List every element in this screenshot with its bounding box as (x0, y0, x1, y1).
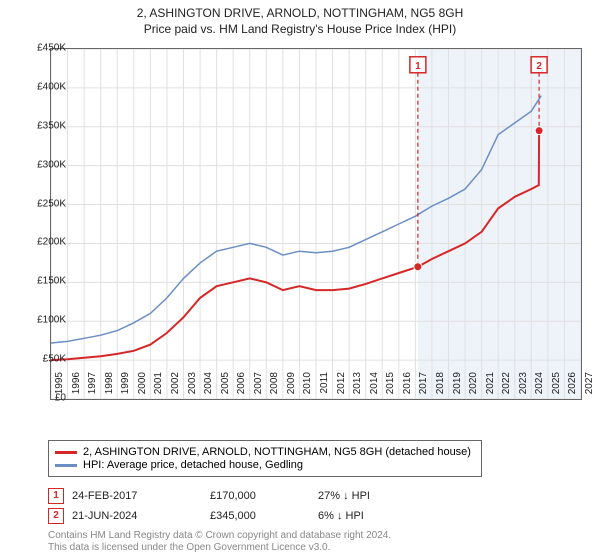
y-tick-label: £350K (16, 120, 66, 131)
title-block: 2, ASHINGTON DRIVE, ARNOLD, NOTTINGHAM, … (0, 0, 600, 36)
x-tick-label: 2013 (352, 372, 363, 402)
x-tick-label: 2022 (501, 372, 512, 402)
markers-layer: 12 (51, 49, 581, 399)
sale-marker-icon: 2 (48, 508, 64, 524)
svg-text:2: 2 (536, 61, 542, 72)
x-tick-label: 2015 (385, 372, 396, 402)
sale-date: 24-FEB-2017 (72, 490, 202, 502)
x-tick-label: 2004 (203, 372, 214, 402)
x-tick-label: 2017 (418, 372, 429, 402)
sale-date: 21-JUN-2024 (72, 510, 202, 522)
x-tick-label: 1998 (104, 372, 115, 402)
x-tick-label: 2003 (187, 372, 198, 402)
y-tick-label: £400K (16, 81, 66, 92)
x-tick-label: 2023 (518, 372, 529, 402)
x-tick-label: 2016 (402, 372, 413, 402)
chart-container: 2, ASHINGTON DRIVE, ARNOLD, NOTTINGHAM, … (0, 0, 600, 560)
legend-label: HPI: Average price, detached house, Gedl… (83, 459, 303, 471)
legend-swatch (55, 451, 77, 454)
x-tick-label: 2008 (269, 372, 280, 402)
footer-line: This data is licensed under the Open Gov… (48, 542, 391, 554)
x-tick-label: 2027 (584, 372, 595, 402)
y-tick-label: £50K (16, 354, 66, 365)
x-tick-label: 2025 (551, 372, 562, 402)
x-tick-label: 2018 (435, 372, 446, 402)
legend-item: HPI: Average price, detached house, Gedl… (55, 459, 475, 471)
x-tick-label: 1995 (54, 372, 65, 402)
x-tick-label: 2024 (534, 372, 545, 402)
x-tick-label: 2021 (485, 372, 496, 402)
legend: 2, ASHINGTON DRIVE, ARNOLD, NOTTINGHAM, … (48, 440, 482, 477)
y-tick-label: £250K (16, 198, 66, 209)
y-tick-label: £150K (16, 276, 66, 287)
x-tick-label: 2020 (468, 372, 479, 402)
sale-hpi-diff: 6% ↓ HPI (318, 510, 418, 522)
x-tick-label: 2012 (336, 372, 347, 402)
y-tick-label: £200K (16, 237, 66, 248)
sale-price: £170,000 (210, 490, 310, 502)
x-tick-label: 2014 (369, 372, 380, 402)
table-row: 1 24-FEB-2017 £170,000 27% ↓ HPI (48, 488, 418, 504)
x-tick-label: 2005 (220, 372, 231, 402)
footer-attribution: Contains HM Land Registry data © Crown c… (48, 530, 391, 554)
chart-plot-area: 12 (50, 48, 582, 400)
x-tick-label: 2001 (153, 372, 164, 402)
legend-label: 2, ASHINGTON DRIVE, ARNOLD, NOTTINGHAM, … (83, 446, 471, 458)
x-tick-label: 2026 (567, 372, 578, 402)
x-tick-label: 2000 (137, 372, 148, 402)
x-tick-label: 2009 (286, 372, 297, 402)
svg-text:1: 1 (415, 61, 421, 72)
legend-item: 2, ASHINGTON DRIVE, ARNOLD, NOTTINGHAM, … (55, 446, 475, 458)
x-tick-label: 2002 (170, 372, 181, 402)
y-tick-label: £450K (16, 43, 66, 54)
y-tick-label: £100K (16, 315, 66, 326)
x-tick-label: 2006 (236, 372, 247, 402)
chart-title: 2, ASHINGTON DRIVE, ARNOLD, NOTTINGHAM, … (0, 6, 600, 20)
x-tick-label: 1997 (87, 372, 98, 402)
x-tick-label: 1996 (71, 372, 82, 402)
x-tick-label: 2007 (253, 372, 264, 402)
x-tick-label: 2019 (452, 372, 463, 402)
legend-swatch (55, 464, 77, 467)
table-row: 2 21-JUN-2024 £345,000 6% ↓ HPI (48, 508, 418, 524)
y-tick-label: £300K (16, 159, 66, 170)
sales-table: 1 24-FEB-2017 £170,000 27% ↓ HPI 2 21-JU… (48, 488, 418, 528)
x-tick-label: 2010 (302, 372, 313, 402)
footer-line: Contains HM Land Registry data © Crown c… (48, 530, 391, 542)
x-tick-label: 2011 (319, 372, 330, 402)
chart-subtitle: Price paid vs. HM Land Registry's House … (0, 22, 600, 36)
sale-marker-icon: 1 (48, 488, 64, 504)
x-tick-label: 1999 (120, 372, 131, 402)
sale-price: £345,000 (210, 510, 310, 522)
sale-hpi-diff: 27% ↓ HPI (318, 490, 418, 502)
